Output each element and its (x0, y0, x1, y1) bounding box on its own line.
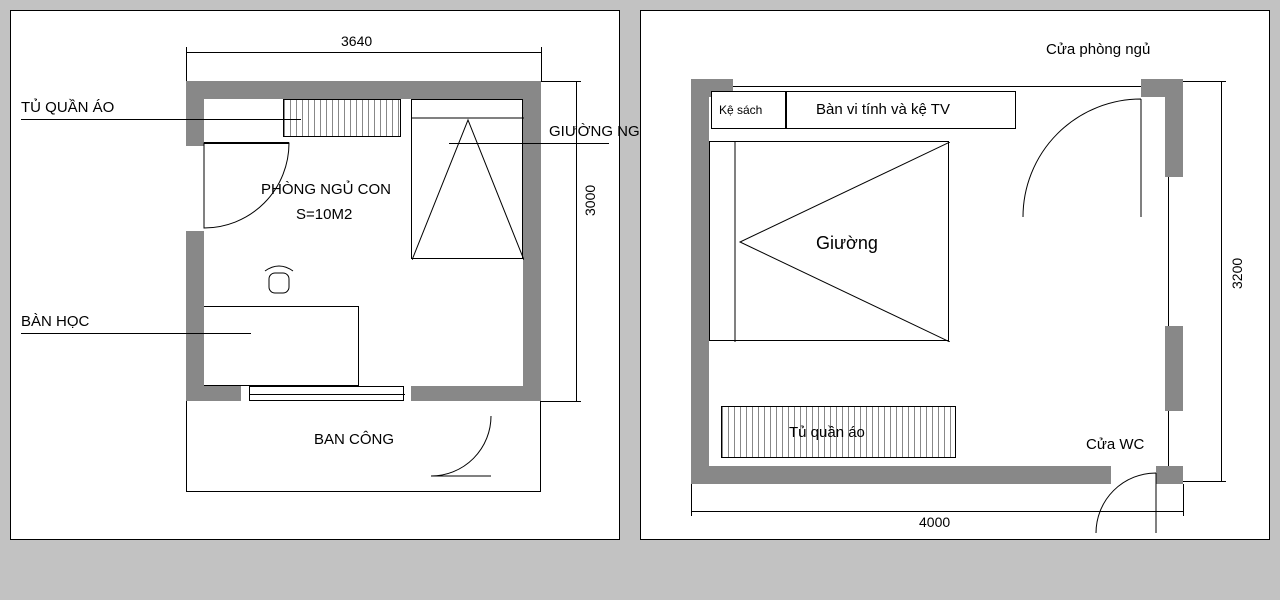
dim-ext (1183, 481, 1221, 482)
wall-left-lower (186, 231, 204, 401)
wardrobe-label: TỦ QUẦN ÁO (21, 99, 114, 116)
dim-ext (1183, 81, 1221, 82)
chair-icon (259, 263, 299, 303)
bed-label-right: Giường (816, 233, 878, 254)
room-title-label: PHÒNG NGỦ CON (261, 181, 391, 198)
dim-top-value: 3640 (341, 33, 372, 49)
wall-bottom-left (691, 466, 1111, 484)
window-line (250, 394, 405, 395)
dim-line-right (1221, 81, 1222, 481)
callout-line (21, 333, 251, 334)
dim-bottom-value: 4000 (919, 514, 950, 530)
balcony-line (540, 401, 541, 491)
wall-left (691, 79, 709, 483)
dim-right-value: 3200 (1229, 258, 1245, 289)
bed-fold-icon (412, 100, 524, 260)
door-bedroom-arc-icon (1013, 89, 1143, 219)
balcony-line (186, 401, 187, 491)
wardrobe-label-right: Tủ quần áo (789, 424, 865, 441)
door-bedroom-label: Cửa phòng ngủ (1046, 41, 1150, 58)
wall-right-upper (1165, 97, 1183, 177)
dim-ext (1183, 484, 1184, 511)
dim-ext (691, 484, 692, 511)
wardrobe-box (283, 99, 401, 137)
floor-plan-right: Cửa phòng ngủ Cửa WC 4000 3200 (640, 10, 1270, 540)
bed-box (411, 99, 523, 259)
thin-right-line2 (1168, 411, 1169, 466)
bed-label: GIƯỜNG NGỦ (549, 123, 651, 140)
callout-line (21, 119, 301, 120)
wall-bottom-right (411, 386, 541, 401)
door-wc-arc-icon (1096, 473, 1171, 548)
bookshelf-label: Kệ sách (719, 103, 762, 117)
dim-right-value: 3000 (582, 185, 598, 216)
balcony-line (186, 491, 541, 492)
thin-top-line (733, 86, 1141, 87)
wall-bottom-left (186, 386, 241, 401)
desk-label: BÀN HỌC (21, 313, 89, 330)
door-wc-label: Cửa WC (1086, 436, 1144, 453)
thin-right-line (1168, 177, 1169, 326)
desk-box (204, 306, 359, 386)
balcony-label: BAN CÔNG (314, 431, 394, 448)
window-box (249, 386, 404, 401)
desk-tv-label: Bàn vi tính và kệ TV (816, 101, 950, 118)
dim-ext (541, 81, 576, 82)
balcony-door-arc-icon (431, 416, 501, 486)
wall-top (186, 81, 541, 99)
dim-ext (541, 52, 542, 81)
room-area-label: S=10M2 (296, 206, 352, 223)
wall-left-upper (186, 81, 204, 146)
dim-ext (541, 401, 576, 402)
floor-plan-left: 3640 3000 PHÒNG NGỦ (10, 10, 620, 540)
wall-right-lower (1165, 326, 1183, 411)
wall-right (523, 81, 541, 401)
wall-top-right (1141, 79, 1183, 97)
callout-line (449, 143, 609, 144)
dim-ext (186, 52, 187, 81)
dim-line-top (186, 52, 541, 53)
